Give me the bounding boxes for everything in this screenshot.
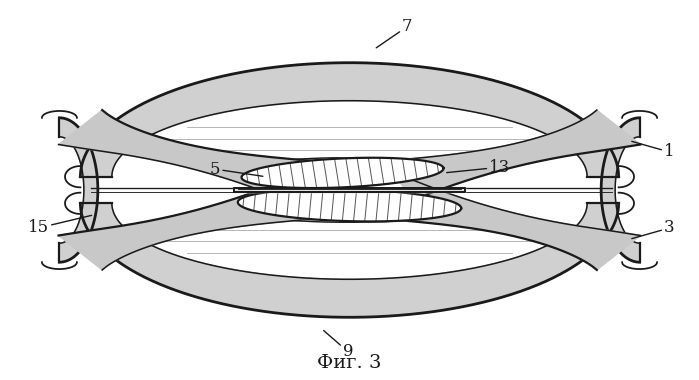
Polygon shape — [59, 110, 315, 200]
Text: 13: 13 — [447, 159, 510, 176]
Polygon shape — [384, 180, 640, 270]
Polygon shape — [601, 118, 640, 262]
Polygon shape — [252, 158, 447, 167]
Polygon shape — [252, 213, 447, 222]
Polygon shape — [80, 203, 619, 317]
Text: 5: 5 — [210, 161, 263, 177]
Text: 3: 3 — [632, 220, 675, 239]
Text: 9: 9 — [324, 331, 353, 360]
Polygon shape — [59, 118, 98, 262]
Polygon shape — [59, 180, 315, 270]
Polygon shape — [238, 189, 461, 222]
Text: 15: 15 — [28, 215, 92, 236]
Polygon shape — [80, 63, 619, 177]
Polygon shape — [384, 110, 640, 200]
Text: 1: 1 — [632, 141, 675, 160]
Polygon shape — [234, 188, 465, 192]
Polygon shape — [234, 188, 465, 192]
Text: Фиг. 3: Фиг. 3 — [317, 354, 382, 372]
Polygon shape — [242, 158, 443, 188]
Text: 7: 7 — [376, 18, 412, 48]
